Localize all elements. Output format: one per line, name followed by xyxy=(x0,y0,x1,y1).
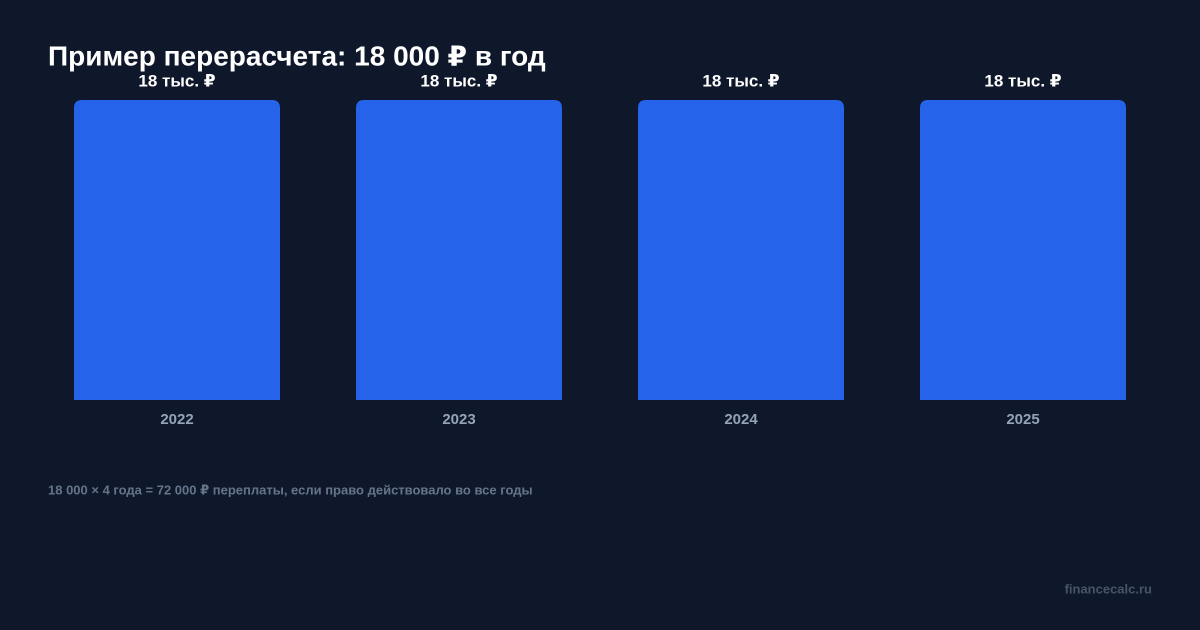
value-label: 18 тыс. ₽ xyxy=(138,71,215,90)
x-tick-label: 2023 xyxy=(442,411,475,428)
value-label: 18 тыс. ₽ xyxy=(984,71,1061,90)
bar xyxy=(638,100,844,400)
annotation: 18 000 × 4 года = 72 000 ₽ переплаты, ес… xyxy=(48,482,533,497)
bar xyxy=(356,100,562,400)
bar xyxy=(920,100,1126,400)
value-label: 18 тыс. ₽ xyxy=(702,71,779,90)
chart-title: Пример перерасчета: 18 000 ₽ в год xyxy=(48,40,546,71)
source: financecalc.ru xyxy=(1065,581,1152,596)
x-tick-label: 2025 xyxy=(1006,411,1039,428)
x-tick-label: 2022 xyxy=(160,411,193,428)
bar xyxy=(74,100,280,400)
x-tick-label: 2024 xyxy=(724,411,758,428)
value-label: 18 тыс. ₽ xyxy=(420,71,497,90)
